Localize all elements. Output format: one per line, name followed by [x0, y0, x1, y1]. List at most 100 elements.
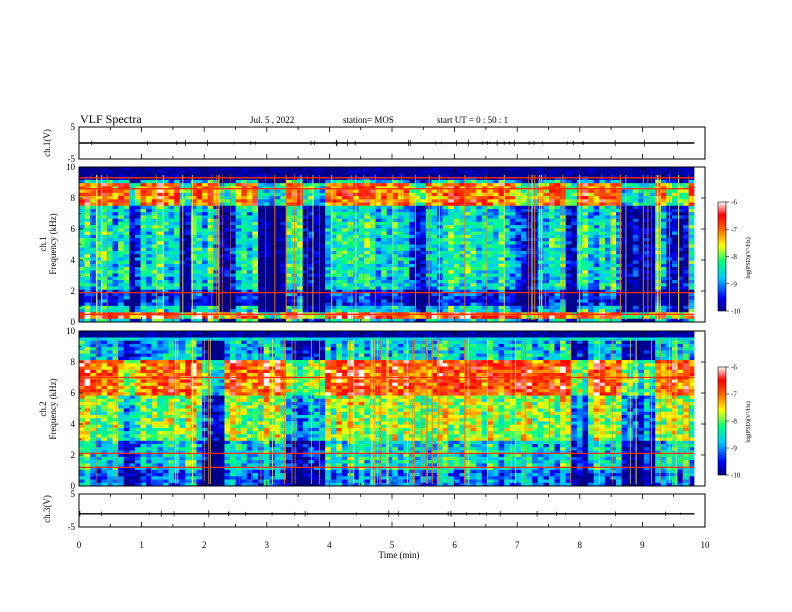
- spectrogram-cell: [582, 299, 589, 304]
- spectrogram-cell: [146, 289, 153, 294]
- spectrogram-cell: [319, 267, 326, 271]
- spectrogram-cell: [375, 283, 382, 287]
- spectrogram-cell: [543, 305, 550, 310]
- spectrogram-cell: [297, 263, 304, 268]
- spectrogram-cell: [302, 292, 309, 297]
- spectrogram-cell: [235, 225, 242, 229]
- spectrogram-cell: [118, 309, 125, 313]
- spectrogram-cell: [308, 238, 315, 242]
- spectrogram-cell: [565, 305, 572, 310]
- spectrogram-cell: [302, 250, 309, 255]
- spectrogram-cell: [431, 267, 438, 271]
- spectrogram-cell: [649, 283, 656, 287]
- spectrogram-cell: [95, 270, 102, 274]
- spectrogram-cell: [207, 270, 214, 274]
- spectrogram-cell: [101, 225, 108, 229]
- spectrogram-cell: [375, 196, 382, 200]
- spectrogram-cell: [627, 286, 634, 291]
- spectrogram-cell: [671, 228, 678, 232]
- spectrogram-cell: [543, 173, 550, 178]
- spectrogram-cell: [515, 260, 522, 265]
- spectrogram-cell: [235, 173, 242, 178]
- spectrogram-cell: [543, 296, 550, 300]
- spectrogram-cell: [465, 292, 471, 297]
- spectrogram-cell: [548, 170, 555, 174]
- spectrogram-cell: [224, 215, 231, 220]
- spectrogram-cell: [403, 292, 410, 297]
- spectrogram-cell: [297, 244, 304, 249]
- spectrogram-cell: [677, 302, 684, 307]
- spectrogram-cell: [336, 280, 343, 284]
- spectrogram-cell: [308, 170, 315, 174]
- spectrogram-cell: [431, 234, 438, 239]
- spectrogram-cell: [397, 286, 404, 291]
- spectrogram-cell: [285, 292, 292, 297]
- spectrogram-cell: [190, 267, 197, 271]
- spectrogram-cell: [397, 305, 404, 310]
- spectrogram-cell: [246, 244, 253, 249]
- spectrogram-cell: [185, 238, 192, 242]
- spectrogram-cell: [330, 257, 337, 262]
- spectrogram-cell: [498, 276, 505, 281]
- spectrogram-cell: [274, 170, 281, 174]
- spectrogram-cell: [571, 250, 578, 255]
- spectrogram-cell: [330, 309, 337, 313]
- spectrogram-cell: [336, 309, 343, 313]
- spectrogram-cell: [263, 183, 270, 187]
- spectrogram-cell: [515, 302, 522, 307]
- spectrogram-cell: [134, 247, 141, 252]
- spectrogram-cell: [174, 270, 181, 274]
- spectrogram-cell: [442, 257, 449, 262]
- spectrogram-cell: [151, 270, 158, 274]
- spectrogram-cell: [95, 231, 102, 236]
- spectrogram-cell: [297, 276, 304, 281]
- spectrogram-cell: [588, 199, 595, 203]
- spectrogram-cell: [403, 167, 410, 171]
- spectrogram-cell: [341, 189, 348, 194]
- spectrogram-cell: [481, 283, 488, 287]
- spectrogram-cell: [146, 221, 153, 226]
- spectrogram-cell: [140, 218, 147, 223]
- spectrogram-cell: [588, 173, 595, 178]
- spectrogram-cell: [235, 254, 242, 258]
- spectrogram-cell: [218, 286, 225, 291]
- spectrogram-cell: [649, 173, 656, 178]
- spectrogram-cell: [252, 260, 259, 265]
- spectrogram-cell: [252, 179, 259, 184]
- spectrogram-cell: [554, 189, 561, 194]
- spectrogram-cell: [207, 238, 214, 242]
- spectrogram-cell: [190, 250, 197, 255]
- spectrogram-cell: [118, 299, 125, 304]
- spectrogram-cell: [174, 267, 181, 271]
- spectrogram-cell: [403, 270, 410, 274]
- spectrogram-cell: [481, 257, 488, 262]
- spectrogram-cell: [369, 292, 376, 297]
- spectrogram-cell: [638, 192, 645, 197]
- spectrogram-cell: [202, 296, 209, 300]
- spectrogram-cell: [565, 218, 572, 223]
- spectrogram-cell: [151, 267, 158, 271]
- spectrogram-cell: [375, 299, 382, 304]
- spectrogram-cell: [157, 257, 164, 262]
- spectrogram-cell: [263, 283, 270, 287]
- spectrogram-cell: [347, 289, 354, 294]
- spectrogram-cell: [610, 296, 617, 300]
- spectrogram-cell: [185, 176, 192, 181]
- spectrogram-cell: [235, 280, 242, 284]
- spectrogram-cell: [448, 267, 455, 271]
- spectrogram-cell: [269, 202, 276, 207]
- spectrogram-cell: [644, 289, 650, 294]
- spectrogram-cell: [520, 299, 527, 304]
- spectrogram-cell: [140, 263, 147, 268]
- spectrogram-cell: [397, 270, 404, 274]
- spectrogram-cell: [336, 167, 343, 171]
- spectrogram-cell: [392, 234, 399, 239]
- spectrogram-cell: [582, 302, 589, 307]
- spectrogram-cell: [537, 292, 544, 297]
- spectrogram-cell: [409, 286, 416, 291]
- spectrogram-cell: [364, 167, 371, 171]
- spectrogram-cell: [252, 257, 259, 262]
- spectrogram-cell: [632, 276, 639, 281]
- spectrogram-cell: [392, 254, 399, 258]
- spectrogram-cell: [582, 234, 589, 239]
